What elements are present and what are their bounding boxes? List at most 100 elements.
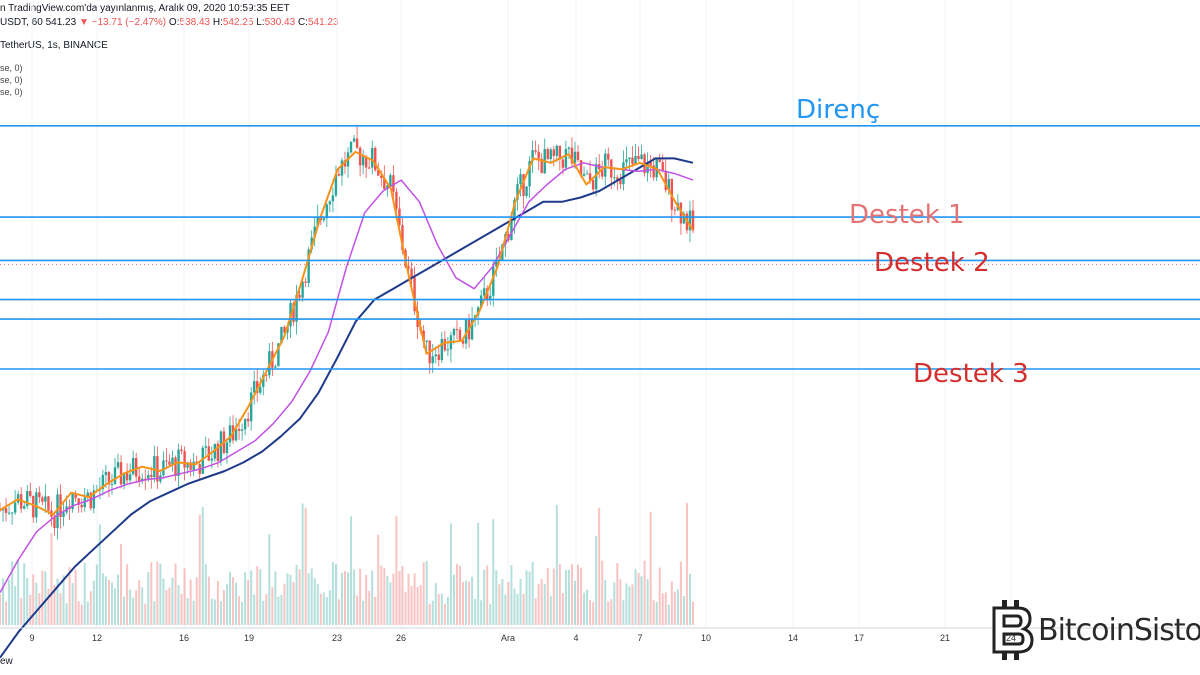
candle-body	[122, 472, 126, 485]
volume-bar	[670, 581, 673, 625]
candle-body	[516, 184, 519, 200]
volume-bar	[126, 564, 129, 625]
volume-bar	[259, 569, 262, 625]
volume-bar	[147, 572, 150, 625]
candle-body	[434, 354, 437, 357]
volume-bar	[207, 576, 210, 625]
candle-body	[673, 209, 677, 211]
volume-bar	[628, 586, 631, 625]
volume-bar	[368, 591, 371, 625]
volume-bar	[583, 592, 586, 625]
volume-bar	[528, 571, 531, 625]
candle-body	[92, 490, 96, 509]
candle-body	[337, 174, 341, 176]
volume-bar	[71, 583, 74, 625]
volume-bar	[543, 584, 546, 625]
x-tick-label: 24	[1006, 633, 1016, 643]
candle-body	[386, 185, 389, 190]
volume-bar	[210, 598, 213, 625]
volume-bar	[328, 590, 331, 625]
volume-bar	[110, 582, 113, 625]
candle-body	[298, 294, 301, 298]
volume-bar	[655, 602, 658, 625]
volume-bar	[253, 594, 256, 625]
candle-body	[41, 497, 44, 502]
symbol-price: USDT, 60 541.23	[0, 17, 77, 28]
volume-bar	[256, 565, 259, 625]
volume-bar	[519, 578, 522, 625]
volume-bar	[589, 600, 592, 625]
volume-bar	[268, 534, 271, 625]
candle-body	[234, 428, 238, 441]
volume-bar	[86, 601, 89, 625]
volume-bar	[407, 573, 410, 625]
candle-body	[540, 158, 543, 174]
volume-bar	[353, 569, 356, 625]
candle-body	[537, 151, 540, 159]
volume-bar	[616, 563, 619, 625]
candle-body	[10, 512, 14, 514]
volume-bar	[570, 564, 573, 625]
candle-body	[186, 462, 189, 468]
candle-body	[259, 386, 262, 393]
ma-mid-line	[0, 162, 694, 593]
volume-bar	[89, 591, 92, 625]
volume-bar	[135, 590, 138, 625]
indicator-legend[interactable]: se, 0)	[0, 75, 23, 85]
volume-bar	[189, 579, 192, 625]
volume-bar	[150, 562, 153, 625]
volume-bar	[238, 595, 241, 625]
volume-bar	[425, 561, 428, 625]
volume-bar	[280, 594, 283, 625]
indicator-legend[interactable]: se, 0)	[0, 63, 23, 73]
volume-bar	[592, 602, 595, 625]
volume-bar	[455, 563, 458, 625]
candle-body	[691, 210, 695, 231]
volume-bar	[462, 581, 465, 625]
volume-bar	[495, 570, 498, 625]
candle-body	[628, 157, 631, 160]
candle-body	[652, 165, 655, 178]
volume-bar	[162, 578, 165, 625]
x-tick-label: 17	[854, 633, 864, 643]
volume-bar	[101, 573, 104, 625]
volume-bar	[313, 578, 316, 625]
candle-body	[573, 151, 577, 164]
candle-body	[340, 160, 344, 176]
candle-body	[204, 446, 207, 448]
volume-bar	[0, 594, 1, 625]
candle-body	[525, 186, 528, 196]
volume-bar	[383, 567, 386, 625]
candle-body	[240, 429, 244, 431]
volume-bar	[195, 577, 198, 625]
tradingview-footer: ew	[0, 656, 13, 667]
volume-bar	[141, 587, 144, 625]
candle-body	[304, 281, 307, 283]
volume-bar	[416, 586, 419, 625]
volume-bar	[153, 601, 156, 625]
volume-bar	[377, 534, 380, 625]
candle-body	[607, 153, 610, 160]
candle-body	[616, 177, 619, 180]
volume-bar	[298, 569, 301, 625]
bitcoin-logo-icon	[992, 600, 1034, 660]
volume-bar	[525, 570, 528, 625]
volume-bar	[598, 507, 601, 625]
volume-bar	[337, 599, 340, 625]
volume-bar	[283, 583, 286, 625]
volume-bar	[23, 563, 26, 625]
candle-body	[682, 213, 686, 224]
candle-body	[513, 199, 516, 221]
volume-bar	[492, 519, 495, 625]
volume-bar	[307, 573, 310, 625]
volume-bar	[292, 582, 295, 625]
x-tick-label: 23	[332, 633, 342, 643]
volume-bar	[83, 563, 86, 625]
indicator-legend[interactable]: se, 0)	[0, 87, 23, 97]
volume-bar	[104, 576, 107, 625]
x-tick-label: 10	[701, 633, 711, 643]
candle-body	[374, 147, 377, 171]
candle-body	[256, 381, 259, 393]
candle-body	[552, 149, 555, 156]
